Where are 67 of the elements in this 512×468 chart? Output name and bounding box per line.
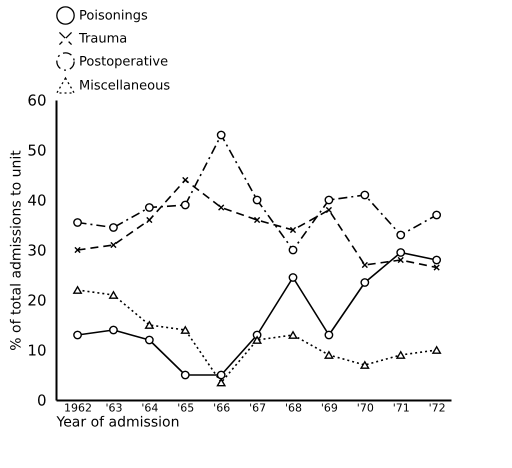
point	[110, 242, 117, 248]
legend-label: Trauma	[78, 32, 128, 46]
x-tick-label: '70	[356, 402, 374, 414]
point	[252, 196, 262, 204]
x-tick-label: '66	[213, 402, 230, 414]
point	[396, 351, 406, 359]
legend-label: Postoperative	[79, 54, 168, 70]
y-axis-title: % of total admissions to unit	[8, 150, 24, 351]
point	[144, 336, 154, 344]
point	[144, 321, 154, 329]
x-tick-label: '65	[177, 402, 194, 414]
point	[216, 130, 226, 140]
y-tick-label: 40	[27, 192, 46, 210]
legend-label: Poisonings	[79, 8, 148, 24]
point	[144, 203, 154, 212]
x-tick-label: 1962	[64, 402, 92, 414]
x-tick-label: '71	[392, 402, 410, 414]
y-tick-label: 0	[36, 392, 46, 410]
point	[216, 378, 226, 386]
x-axis-title: Year of admission	[56, 414, 180, 430]
y-tick-label: 10	[27, 342, 46, 360]
point	[432, 256, 442, 264]
point	[146, 216, 153, 224]
x-tick-label: '72	[428, 402, 446, 414]
point	[74, 246, 81, 254]
point	[324, 330, 334, 340]
point	[109, 326, 118, 334]
point	[396, 248, 406, 257]
point	[360, 278, 370, 287]
point	[218, 204, 224, 211]
point	[182, 176, 189, 184]
point	[73, 330, 82, 340]
point	[180, 370, 190, 380]
point	[362, 262, 368, 268]
point	[288, 246, 298, 254]
point	[180, 200, 190, 210]
y-tick-label: 60	[27, 92, 46, 110]
y-tick-label: 30	[27, 242, 46, 260]
point	[252, 336, 262, 344]
point	[180, 326, 190, 334]
point	[73, 286, 82, 294]
x-tick-label: '69	[320, 402, 338, 414]
x-tick-label: '67	[249, 402, 266, 414]
point	[360, 361, 370, 369]
point	[433, 264, 440, 271]
point	[432, 210, 442, 220]
point	[324, 196, 334, 204]
y-tick-label: 50	[27, 142, 46, 160]
x-tick-label: '68	[284, 402, 302, 414]
point	[73, 218, 82, 227]
point	[324, 351, 334, 359]
point	[432, 346, 442, 354]
point	[254, 216, 260, 224]
legend-label: Miscellaneous	[79, 78, 170, 94]
point	[109, 291, 118, 299]
point	[360, 190, 370, 200]
point	[397, 256, 404, 264]
point	[290, 226, 296, 234]
point	[326, 206, 332, 214]
y-tick-label: 20	[27, 292, 46, 310]
point	[216, 370, 226, 380]
point	[396, 230, 406, 240]
x-tick-label: '64	[141, 402, 158, 414]
point	[288, 331, 298, 339]
x-tick-label: '63	[105, 402, 122, 414]
point	[109, 223, 118, 232]
point	[288, 273, 298, 282]
